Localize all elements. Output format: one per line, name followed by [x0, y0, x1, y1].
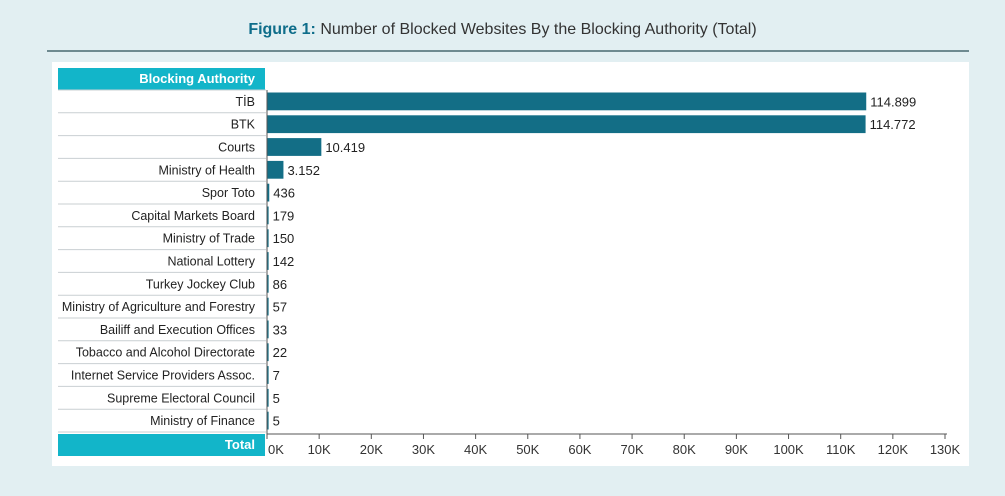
- category-label: Bailiff and Execution Offices: [100, 323, 255, 337]
- value-label: 114.772: [870, 117, 916, 132]
- category-label: Turkey Jockey Club: [146, 277, 255, 291]
- x-tick-label: 120K: [878, 442, 909, 457]
- value-label: 179: [273, 208, 295, 223]
- bar: [267, 297, 269, 316]
- bar: [267, 183, 270, 202]
- bar: [267, 252, 269, 270]
- bar: [267, 411, 269, 430]
- category-label: Spor Toto: [202, 186, 255, 200]
- bar: [267, 366, 269, 384]
- bar: [267, 343, 269, 362]
- bar: [267, 115, 866, 134]
- value-label: 142: [273, 254, 295, 269]
- x-tick-label: 80K: [673, 442, 696, 457]
- category-label: Ministry of Finance: [150, 414, 255, 428]
- value-label: 10.419: [325, 140, 365, 155]
- x-tick-label: 10K: [308, 442, 331, 457]
- figure-number: Figure 1:: [248, 21, 316, 38]
- value-label: 150: [273, 231, 295, 246]
- value-label: 33: [273, 322, 287, 337]
- bar: [267, 160, 284, 179]
- bar: [267, 388, 269, 407]
- x-tick-label: 0K: [268, 442, 284, 457]
- x-tick-label: 40K: [464, 442, 487, 457]
- x-tick-label: 50K: [516, 442, 539, 457]
- x-tick-label: 30K: [412, 442, 435, 457]
- total-header: Total: [58, 434, 265, 456]
- value-label: 5: [273, 414, 280, 429]
- value-label: 7: [273, 368, 280, 383]
- category-label: Tobacco and Alcohol Directorate: [76, 346, 255, 360]
- x-tick-label: 90K: [725, 442, 748, 457]
- value-label: 3.152: [287, 163, 320, 178]
- value-label: 22: [273, 345, 287, 360]
- category-label: Ministry of Health: [158, 163, 255, 177]
- x-tick-label: 130K: [930, 442, 961, 457]
- figure-title: Figure 1: Number of Blocked Websites By …: [0, 21, 1005, 39]
- category-header: Blocking Authority: [58, 68, 265, 90]
- bar: [267, 274, 269, 293]
- bar: [267, 229, 269, 248]
- category-label: Internet Service Providers Assoc.: [71, 369, 255, 383]
- category-label: Capital Markets Board: [131, 209, 255, 223]
- bar: [267, 92, 867, 111]
- title-divider: [47, 50, 969, 52]
- value-label: 436: [273, 186, 295, 201]
- value-label: 5: [273, 391, 280, 406]
- category-label: Ministry of Agriculture and Forestry: [62, 300, 256, 314]
- bar: [267, 138, 322, 156]
- x-tick-label: 60K: [568, 442, 591, 457]
- value-label: 114.899: [870, 94, 916, 109]
- category-label: Courts: [218, 141, 255, 155]
- x-tick-label: 70K: [621, 442, 644, 457]
- category-label: TİB: [236, 95, 255, 109]
- value-label: 86: [273, 277, 287, 292]
- category-label: National Lottery: [167, 255, 255, 269]
- x-tick-label: 100K: [773, 442, 804, 457]
- category-label: Supreme Electoral Council: [107, 391, 255, 405]
- value-label: 57: [273, 300, 287, 315]
- category-label: Ministry of Trade: [163, 232, 255, 246]
- bar: [267, 206, 269, 225]
- bar: [267, 320, 269, 339]
- x-tick-label: 110K: [826, 442, 856, 457]
- figure-title-text: Number of Blocked Websites By the Blocki…: [320, 21, 757, 38]
- category-label: BTK: [231, 118, 256, 132]
- x-tick-label: 20K: [360, 442, 383, 457]
